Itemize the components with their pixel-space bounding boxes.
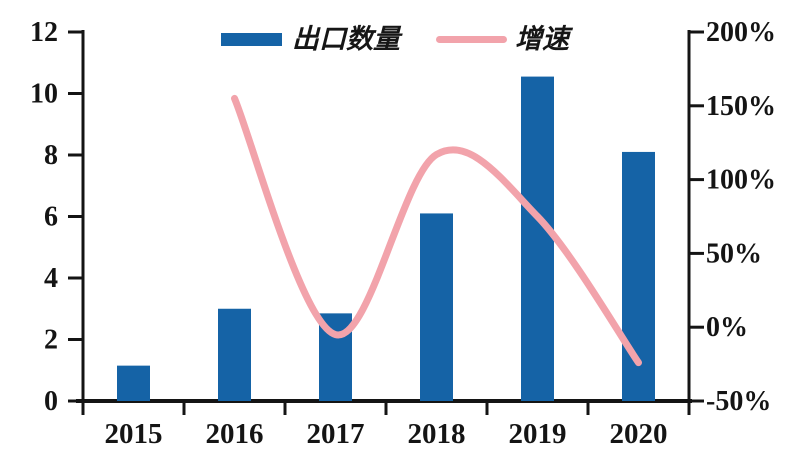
bar-2016 bbox=[218, 308, 251, 401]
y-axis-right-tick-label: 200% bbox=[706, 17, 776, 48]
bar-legend-swatch bbox=[221, 32, 282, 46]
bar-2018 bbox=[420, 213, 453, 401]
bar-2019 bbox=[521, 76, 554, 402]
y-axis-left-tick-label: 2 bbox=[44, 325, 58, 356]
legend-item-growth-rate: 增速 bbox=[436, 24, 569, 54]
x-axis-category-label: 2015 bbox=[105, 418, 163, 450]
line-legend-swatch bbox=[436, 35, 507, 43]
y-axis-left-tick-label: 0 bbox=[44, 386, 58, 417]
y-axis-right-tick-label: 150% bbox=[706, 91, 776, 122]
growth-rate-line bbox=[231, 94, 642, 367]
legend-label-export-volume: 出口数量 bbox=[292, 23, 400, 54]
x-axis-category-label: 2019 bbox=[509, 418, 567, 450]
y-axis-left-tick-label: 6 bbox=[44, 202, 58, 233]
y-axis-left-tick-label: 4 bbox=[44, 263, 58, 294]
y-axis-right-tick-label: -50% bbox=[706, 386, 771, 417]
y-axis-right-tick-label: 0% bbox=[706, 312, 748, 343]
legend-item-export-volume: 出口数量 bbox=[221, 24, 400, 54]
legend-label-growth-rate: 增速 bbox=[515, 23, 569, 54]
x-axis-category-label: 2018 bbox=[408, 418, 466, 450]
y-axis-right-tick-label: 50% bbox=[706, 238, 762, 269]
y-axis-left-tick-label: 8 bbox=[44, 140, 58, 171]
y-axis-left-tick-label: 10 bbox=[30, 79, 58, 110]
y-axis-right-tick-label: 100% bbox=[706, 165, 776, 196]
x-axis-category-label: 2017 bbox=[307, 418, 365, 450]
bar-2015 bbox=[117, 365, 150, 401]
x-axis-category-label: 2016 bbox=[206, 418, 264, 450]
y-axis-left-tick-label: 12 bbox=[30, 17, 58, 48]
x-axis-category-label: 2020 bbox=[610, 418, 668, 450]
